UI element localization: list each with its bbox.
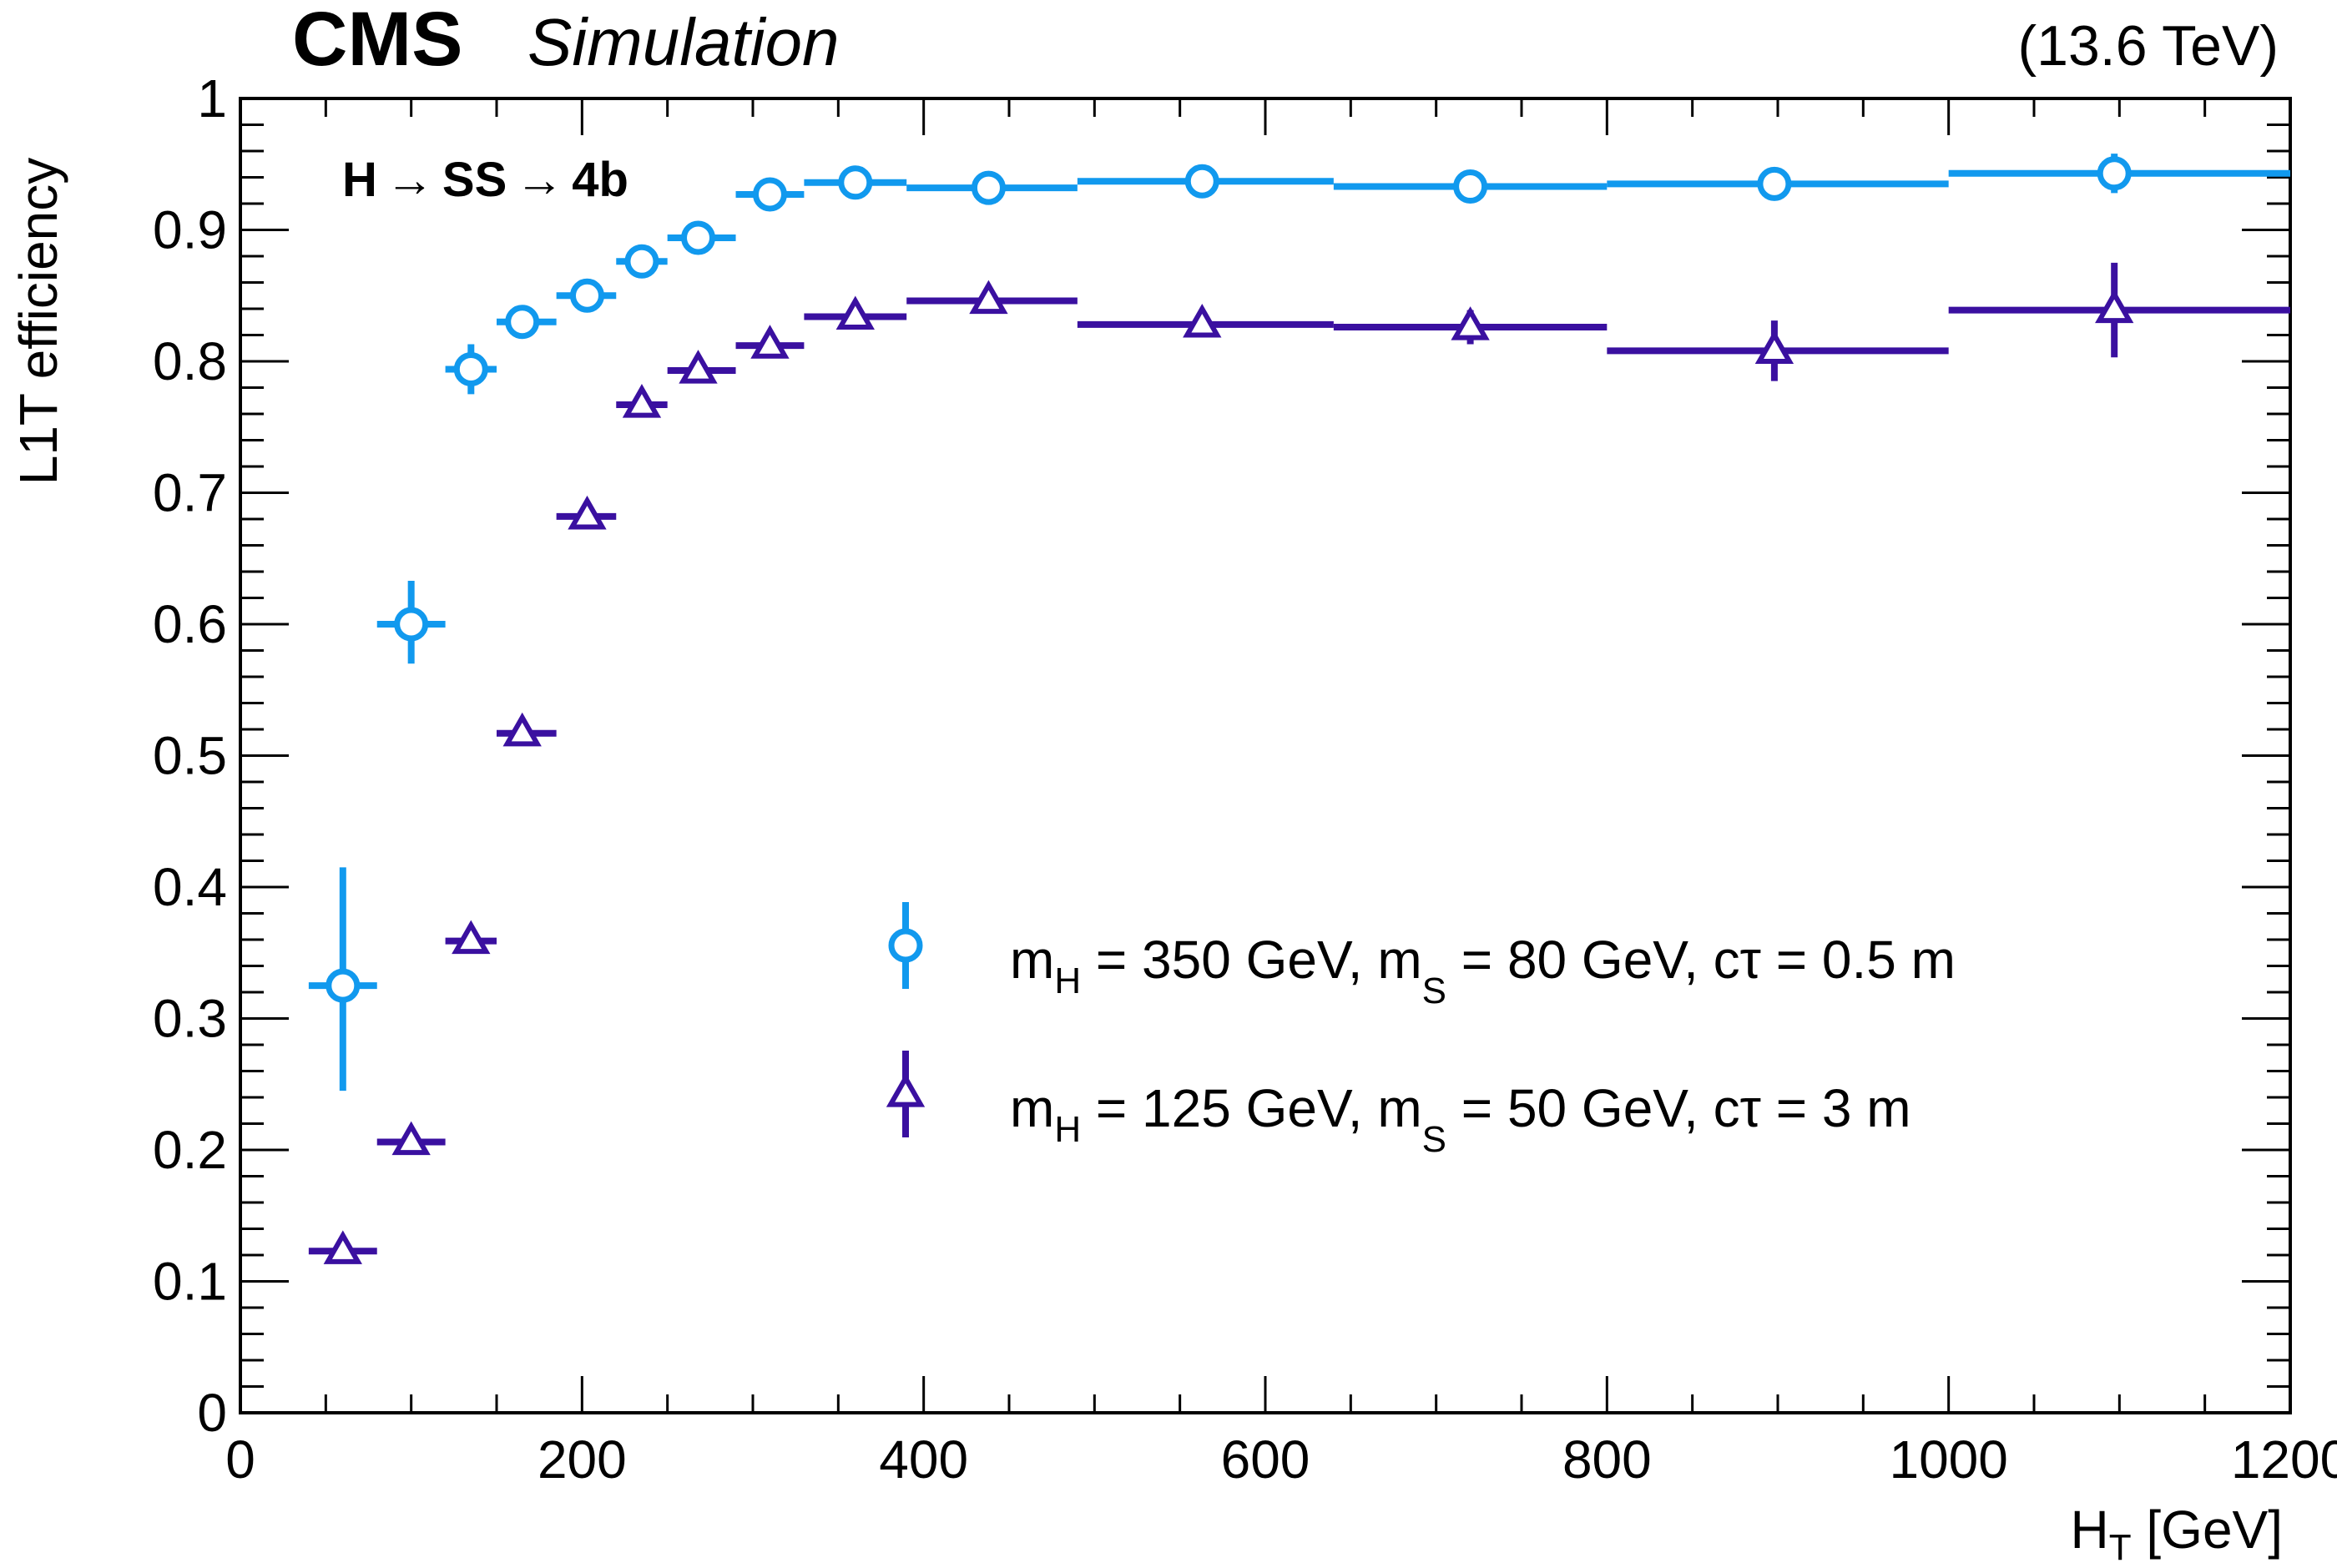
legend-marker-circle — [888, 902, 923, 989]
triangle-point — [323, 1230, 362, 1264]
legend-label-2: mH = 125 GeV, mS = 50 GeV, cτ = 3 m — [1010, 1078, 1911, 1160]
legend-entry-2: mH = 125 GeV, mS = 50 GeV, cτ = 3 m — [886, 1051, 1911, 1160]
x-tick-label: 0 — [225, 1429, 255, 1490]
legend-label-1: mH = 350 GeV, mS = 80 GeV, cτ = 0.5 m — [1010, 930, 1956, 1011]
triangle-point — [568, 495, 607, 530]
triangle-point — [391, 1121, 431, 1156]
y-tick-label: 0.7 — [153, 463, 227, 523]
status-label: Simulation — [527, 5, 840, 79]
circle-point — [394, 607, 429, 642]
legend-entry-1: mH = 350 GeV, mS = 80 GeV, cτ = 0.5 m — [888, 902, 1956, 1011]
axes: 0 200 400 600 800 1000 1200 0 0.1 0.2 0.3 0.4 0.5 0.6… — [153, 68, 2337, 1490]
triangle-point — [1183, 303, 1222, 338]
x-tick-label: 600 — [1221, 1429, 1310, 1490]
series-1 — [308, 154, 2290, 1092]
circle-point — [1453, 169, 1488, 204]
series-2 — [308, 262, 2290, 1264]
triangle-point — [1754, 330, 1794, 364]
triangle-point — [452, 920, 491, 955]
triangle-point — [622, 384, 662, 418]
triangle-point — [835, 295, 875, 330]
circle-point — [453, 351, 488, 386]
circle-point — [752, 177, 787, 212]
y-tick-label: 0.4 — [153, 857, 227, 917]
circle-point — [838, 165, 873, 200]
y-tick-label: 0.6 — [153, 594, 227, 654]
circle-point — [2097, 156, 2132, 191]
energy-label: (13.6 TeV) — [2018, 14, 2279, 78]
legend: mH = 350 GeV, mS = 80 GeV, cτ = 0.5 m mH… — [886, 902, 1956, 1160]
y-tick-label: 0.1 — [153, 1252, 227, 1312]
legend-marker-triangle — [886, 1051, 926, 1137]
y-tick-label: 0.5 — [153, 726, 227, 786]
triangle-point — [679, 350, 718, 384]
triangle-point — [1451, 306, 1490, 340]
data-series — [308, 154, 2290, 1264]
experiment-label: CMS — [292, 0, 462, 82]
circle-point — [1757, 166, 1792, 201]
y-tick-label: 0.9 — [153, 200, 227, 260]
circle-point — [624, 244, 659, 279]
circle-point — [971, 170, 1006, 205]
y-tick-label: 0.3 — [153, 989, 227, 1049]
x-tick-label: 1200 — [2231, 1429, 2337, 1490]
plot-frame — [239, 97, 2292, 1414]
x-axis-title: HT [GeV] — [2070, 1500, 2283, 1568]
legend-marker-shape — [886, 1073, 926, 1107]
x-tick-label: 800 — [1562, 1429, 1652, 1490]
circle-point — [1184, 164, 1219, 199]
triangle-point — [502, 712, 542, 747]
x-tick-label: 400 — [879, 1429, 968, 1490]
circle-point — [569, 278, 604, 313]
process-label: H → SS → 4b — [342, 153, 628, 207]
y-tick-label: 0.2 — [153, 1120, 227, 1180]
legend-marker-shape — [888, 928, 923, 963]
y-tick-label: 0 — [197, 1383, 227, 1443]
triangle-point — [750, 325, 790, 359]
x-tick-label: 1000 — [1889, 1429, 2007, 1490]
y-tick-label: 1 — [197, 68, 227, 129]
circle-point — [681, 220, 716, 255]
circle-point — [326, 968, 361, 1003]
triangle-point — [2095, 289, 2134, 324]
circle-point — [505, 305, 540, 340]
y-axis-title: L1T efficiency — [8, 158, 68, 486]
triangle-point — [969, 280, 1008, 315]
x-tick-label: 200 — [538, 1429, 627, 1490]
y-tick-label: 0.8 — [153, 331, 227, 391]
